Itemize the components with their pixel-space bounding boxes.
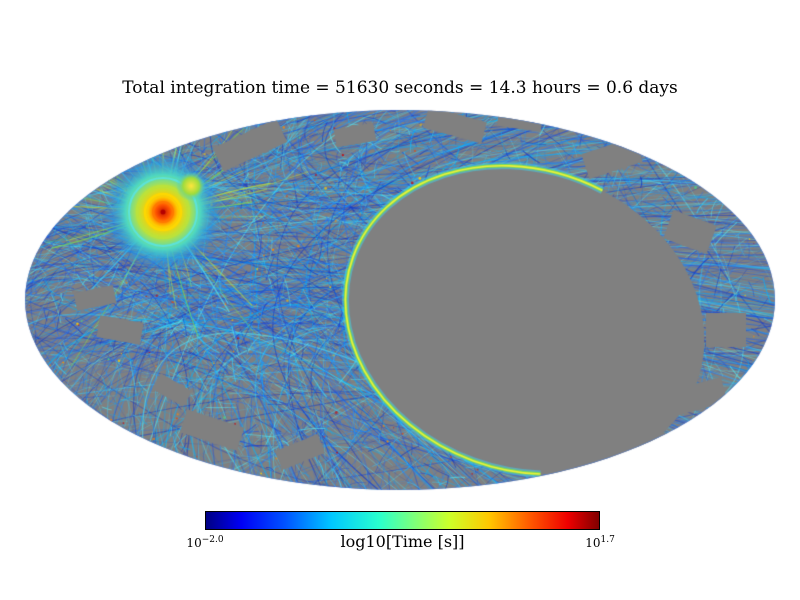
tick-min-exponent: −2.0 xyxy=(201,535,224,545)
tick-max-base: 10 xyxy=(585,536,601,550)
colorbar-tick-max: 101.7 xyxy=(585,535,615,550)
colorbar-tick-min: 10−2.0 xyxy=(186,535,223,550)
colorbar-gradient xyxy=(205,511,600,530)
tick-min-base: 10 xyxy=(186,536,202,550)
colorbar-label: log10[Time [s]] xyxy=(340,532,465,551)
colorbar: 10−2.0 101.7 log10[Time [s]] xyxy=(186,511,615,551)
tick-max-exponent: 1.7 xyxy=(600,535,615,545)
